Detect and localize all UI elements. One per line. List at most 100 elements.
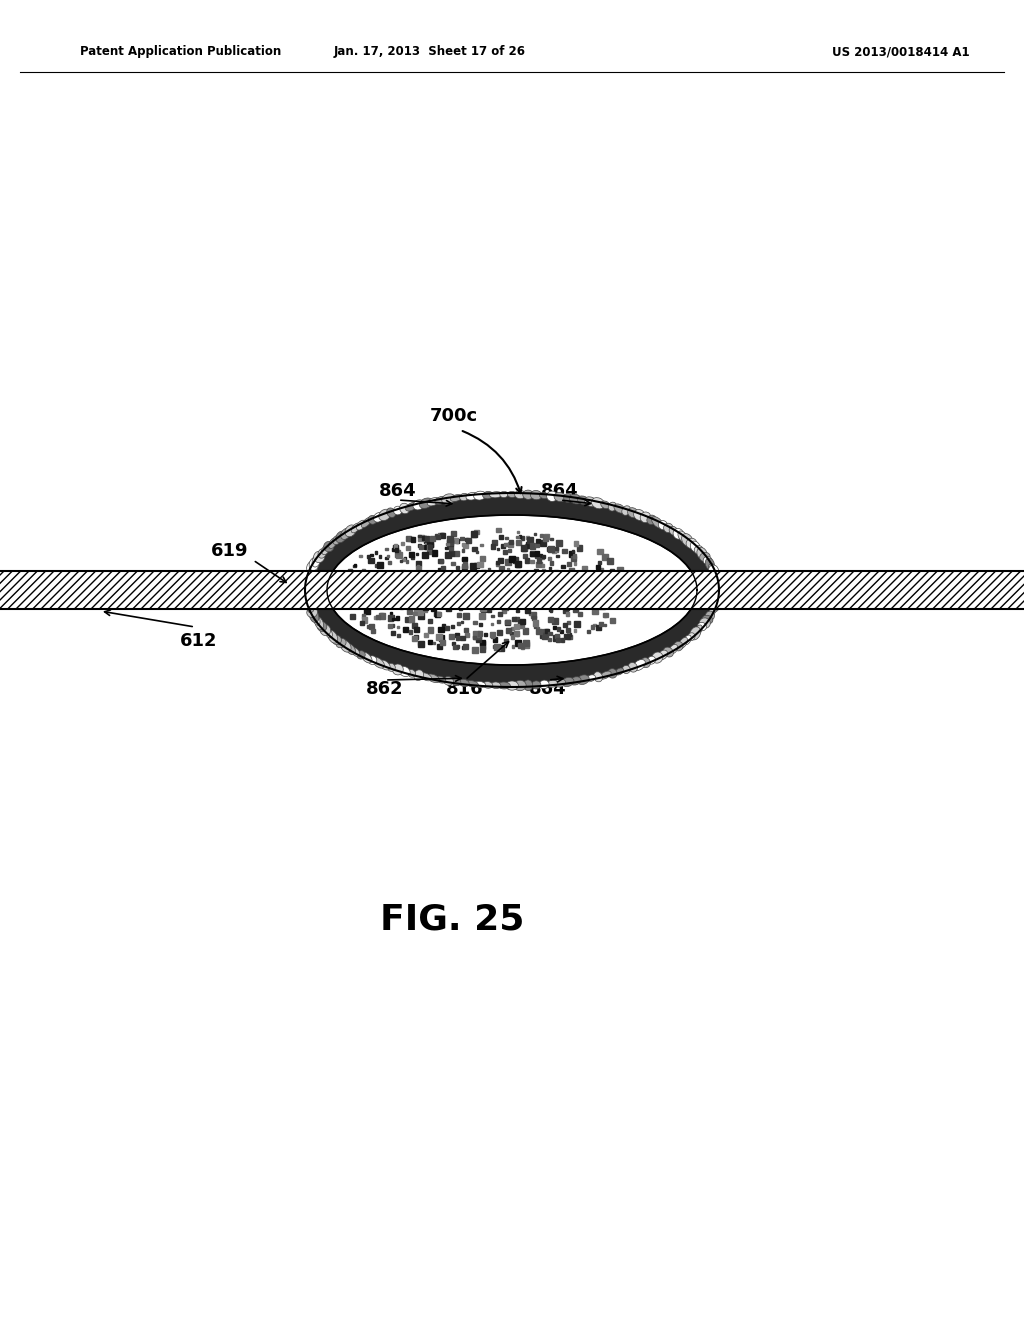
- Bar: [548, 632, 552, 635]
- Bar: [482, 587, 487, 593]
- Ellipse shape: [392, 664, 403, 675]
- Bar: [574, 598, 579, 602]
- Bar: [395, 550, 400, 554]
- Bar: [498, 631, 503, 635]
- Ellipse shape: [561, 677, 574, 686]
- Bar: [486, 607, 492, 611]
- Bar: [548, 618, 553, 623]
- Ellipse shape: [443, 677, 454, 685]
- Bar: [418, 594, 424, 599]
- Ellipse shape: [387, 508, 395, 517]
- Bar: [440, 566, 445, 570]
- Ellipse shape: [702, 615, 713, 624]
- Bar: [592, 582, 594, 585]
- Ellipse shape: [322, 545, 329, 554]
- Ellipse shape: [674, 642, 683, 651]
- Bar: [499, 535, 503, 539]
- Bar: [459, 607, 462, 610]
- Bar: [432, 550, 437, 556]
- Bar: [456, 594, 462, 601]
- Bar: [434, 611, 438, 615]
- Bar: [367, 556, 370, 558]
- Ellipse shape: [305, 599, 313, 610]
- Bar: [453, 585, 457, 589]
- Bar: [450, 635, 454, 639]
- Bar: [371, 628, 375, 632]
- Bar: [422, 586, 425, 589]
- Bar: [596, 591, 599, 594]
- Bar: [534, 533, 536, 535]
- Bar: [407, 546, 411, 550]
- Ellipse shape: [628, 663, 638, 672]
- Bar: [442, 598, 445, 601]
- Bar: [436, 634, 442, 640]
- Bar: [431, 606, 436, 611]
- Ellipse shape: [420, 673, 432, 681]
- Bar: [531, 615, 537, 620]
- Ellipse shape: [578, 675, 589, 685]
- Bar: [497, 548, 499, 550]
- Bar: [523, 577, 526, 579]
- Bar: [496, 583, 499, 586]
- Ellipse shape: [500, 491, 508, 498]
- Bar: [519, 536, 521, 539]
- Bar: [412, 623, 417, 628]
- Ellipse shape: [305, 569, 312, 581]
- Bar: [575, 582, 580, 586]
- Ellipse shape: [706, 611, 715, 620]
- Bar: [438, 627, 443, 632]
- Bar: [475, 634, 481, 639]
- Ellipse shape: [599, 671, 611, 680]
- Bar: [534, 626, 536, 628]
- Ellipse shape: [482, 491, 494, 499]
- Bar: [479, 640, 484, 644]
- Bar: [472, 546, 476, 550]
- Ellipse shape: [357, 651, 366, 659]
- Bar: [449, 540, 454, 545]
- Ellipse shape: [699, 618, 711, 628]
- Ellipse shape: [474, 491, 486, 500]
- Ellipse shape: [713, 585, 723, 595]
- Bar: [578, 577, 581, 581]
- Bar: [552, 579, 555, 582]
- Bar: [411, 602, 417, 607]
- Bar: [442, 589, 446, 593]
- Bar: [633, 585, 635, 587]
- Bar: [480, 544, 483, 546]
- Bar: [565, 603, 569, 607]
- Bar: [392, 618, 394, 620]
- Bar: [509, 601, 514, 606]
- Bar: [471, 603, 475, 609]
- Bar: [426, 536, 429, 540]
- Ellipse shape: [694, 545, 703, 554]
- Bar: [503, 576, 509, 582]
- Bar: [440, 533, 444, 537]
- Ellipse shape: [686, 539, 696, 548]
- Ellipse shape: [678, 531, 688, 543]
- Ellipse shape: [302, 585, 311, 595]
- Ellipse shape: [563, 494, 572, 503]
- Bar: [523, 554, 527, 558]
- Bar: [563, 623, 567, 627]
- Bar: [603, 624, 605, 626]
- Ellipse shape: [399, 503, 410, 513]
- Ellipse shape: [647, 515, 656, 524]
- Bar: [481, 573, 484, 577]
- Ellipse shape: [435, 496, 446, 504]
- Bar: [509, 558, 512, 561]
- Bar: [627, 599, 629, 601]
- Bar: [516, 536, 518, 537]
- Bar: [567, 601, 571, 606]
- Bar: [379, 612, 385, 619]
- Bar: [404, 616, 411, 622]
- Bar: [339, 583, 344, 589]
- Ellipse shape: [379, 510, 391, 520]
- Bar: [414, 611, 417, 615]
- Bar: [346, 583, 351, 589]
- Bar: [0, 572, 1024, 609]
- Bar: [583, 595, 586, 599]
- Bar: [586, 594, 589, 598]
- Bar: [584, 593, 587, 595]
- Ellipse shape: [547, 491, 558, 502]
- Bar: [588, 576, 590, 578]
